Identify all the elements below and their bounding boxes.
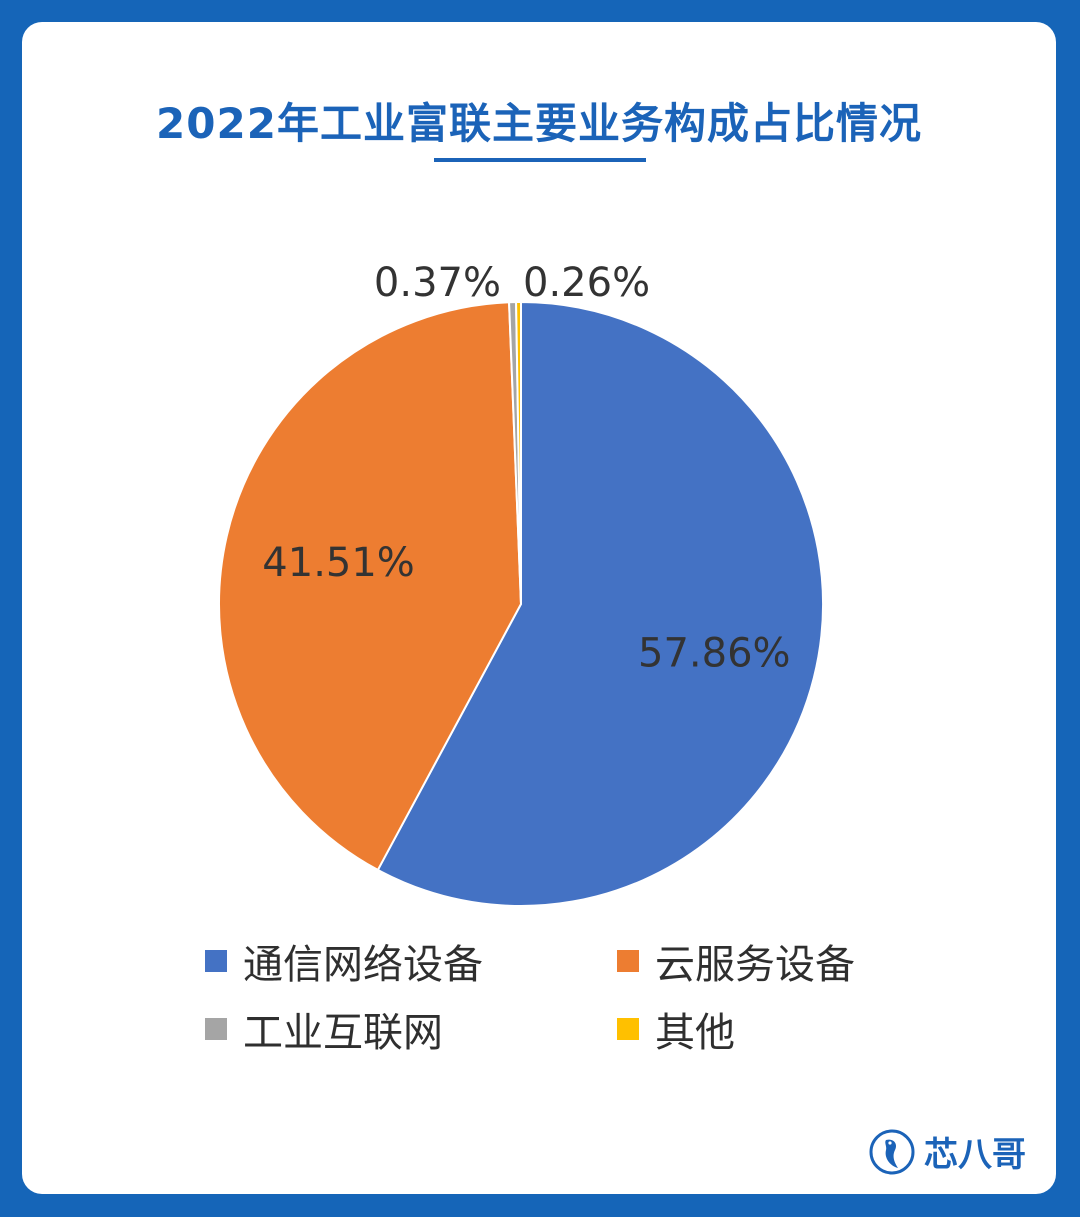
bird-logo-icon [869, 1129, 915, 1174]
pie-chart: 57.86% 41.51% 0.37% 0.26% [218, 260, 824, 907]
legend-swatch [617, 1018, 639, 1040]
chart-card: 2022年工业富联主要业务构成占比情况 57.86% 41.51% 0.37% 0.2… [22, 22, 1056, 1194]
title-underline [434, 158, 646, 162]
legend-item-other: 其他 [617, 1000, 735, 1058]
data-label-industrial-internet: 0.37% [374, 260, 501, 306]
legend-item-communication: 通信网络设备 [205, 932, 483, 990]
legend-label: 其他 [655, 1010, 735, 1056]
data-label-communication: 57.86% [638, 631, 791, 677]
slice-communication [376, 300, 824, 907]
legend-item-industrial-internet: 工业互联网 [205, 1000, 443, 1058]
brand: 芯八哥 [868, 1127, 1026, 1176]
data-label-cloud: 41.51% [262, 540, 415, 586]
brand-name: 芯八哥 [924, 1135, 1026, 1175]
data-label-other: 0.26% [523, 260, 650, 306]
legend-item-cloud: 云服务设备 [617, 932, 855, 990]
legend-swatch [617, 950, 639, 972]
slice-cloud [218, 301, 523, 872]
legend-swatch [205, 1018, 227, 1040]
legend-label: 云服务设备 [655, 942, 855, 988]
legend-label: 通信网络设备 [243, 942, 483, 988]
chart-title: 2022年工业富联主要业务构成占比情况 [156, 99, 922, 148]
legend-label: 工业互联网 [243, 1010, 443, 1056]
legend-swatch [205, 950, 227, 972]
slice-other [515, 300, 522, 605]
legend: 通信网络设备 云服务设备 工业互联网 其他 [205, 922, 905, 1072]
